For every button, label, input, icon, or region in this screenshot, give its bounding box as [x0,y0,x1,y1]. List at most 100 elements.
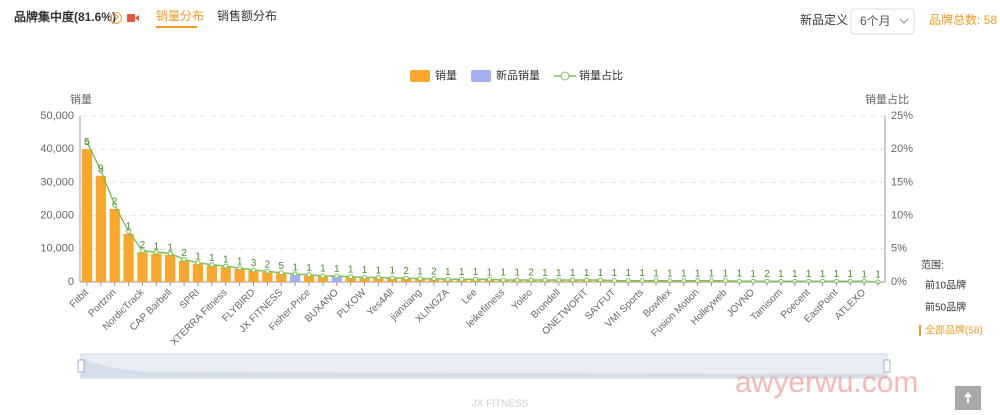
count-label: 1 [334,264,340,275]
count-label: 1 [861,269,867,280]
count-label: 1 [487,267,493,278]
range-option-active[interactable]: 全部品牌(58) [925,324,983,337]
y-tick-label: 10,000 [40,243,74,255]
count-label: 5 [278,261,284,272]
count-label: 1 [209,253,215,264]
count-label: 1 [667,268,673,279]
watermark: awyerwu.com [735,366,918,399]
x-tick-label: ATLEXO [833,287,868,322]
legend-label: 新品销量 [496,68,540,82]
count-label: 1 [792,269,798,280]
count-label: 1 [653,268,659,279]
count-label: 1 [778,269,784,280]
x-tick-label: Fitbit [68,287,91,310]
y-tick-label: 20,000 [40,210,74,222]
count-label: 1 [126,222,132,233]
y2-tick-label: 0% [891,276,907,288]
slider-label: JX FITNESS [472,399,529,410]
count-label: 2 [265,260,271,271]
count-label: 3 [251,258,257,269]
bar [151,254,161,282]
count-label: 1 [445,267,451,278]
count-label: 1 [376,265,382,276]
y2-tick-label: 10% [891,210,913,222]
count-label: 1 [848,269,854,280]
count-label: 1 [306,263,312,274]
new-def-label: 新品定义 [800,12,848,27]
bar [193,264,203,282]
tab[interactable]: 销售额分布 [217,8,277,23]
count-label: 1 [362,265,368,276]
range-active-marker [919,325,921,336]
bar [137,252,147,282]
count-label: 1 [584,268,590,279]
count-label: 1 [514,268,520,279]
y2-tick-label: 15% [891,176,913,188]
tab-active[interactable]: 销量分布 [156,9,204,23]
count-label: 1 [875,269,881,280]
line-marker [446,277,450,281]
y2-axis-title: 销量占比 [865,92,909,106]
legend-swatch [471,70,491,82]
count-label: 1 [237,256,243,267]
count-label: 1 [542,268,548,279]
y2-tick-label: 25% [891,110,913,122]
range-option[interactable]: 前50品牌 [925,301,966,314]
count-label: 1 [834,269,840,280]
count-label: 1 [681,268,687,279]
legend-swatch [410,70,430,82]
y2-tick-label: 5% [891,243,907,255]
count-label: 1 [806,269,812,280]
count-label: 2 [403,266,409,277]
count-label: 1 [501,267,507,278]
bar [207,265,217,282]
count-label: 1 [459,267,465,278]
x-tick-label: Yoleo [510,287,536,313]
count-label: 1 [709,269,715,280]
bar [82,149,92,282]
y-tick-label: 50,000 [40,110,74,122]
video-icon[interactable] [127,14,135,22]
count-label: 1 [195,251,201,262]
count-label: 1 [320,264,326,275]
count-label: 1 [348,265,354,276]
count-label: 1 [723,269,729,280]
count-label: 1 [750,269,756,280]
y-tick-label: 30,000 [40,176,74,188]
count-label: 2 [181,248,187,259]
x-tick-label: SPRI [178,287,202,311]
bar [110,209,120,282]
count-label: 2 [528,268,534,279]
period-value: 6个月 [860,14,891,28]
count-label: 2 [431,267,437,278]
page-title: 品牌集中度(81.6%) [14,9,116,24]
slider-handle[interactable] [78,360,84,372]
count-label: 1 [570,268,576,279]
range-option[interactable]: 前10品牌 [925,279,966,292]
bar [234,269,244,282]
count-label: 1 [390,266,396,277]
bar [96,176,106,282]
bar [179,260,189,282]
count-label: 2 [112,197,118,208]
count-label: 1 [612,268,618,279]
range-title: 范围: [921,259,944,272]
count-label: 5 [84,137,90,148]
bar [221,267,231,282]
y-tick-label: 40,000 [40,143,74,155]
y-axis-title: 销量 [70,92,92,106]
count-label: 1 [167,242,173,253]
count-label: 1 [820,269,826,280]
bar [165,255,175,282]
count-label: 1 [556,268,562,279]
count-label: 1 [154,241,160,252]
count-label: 1 [736,269,742,280]
x-tick-label: Lee [460,287,480,307]
count-label: 1 [625,268,631,279]
brand-total: 品牌总数: 58 [929,12,997,27]
count-label: 1 [639,268,645,279]
count-label: 1 [695,269,701,280]
count-label: 9 [98,163,104,174]
